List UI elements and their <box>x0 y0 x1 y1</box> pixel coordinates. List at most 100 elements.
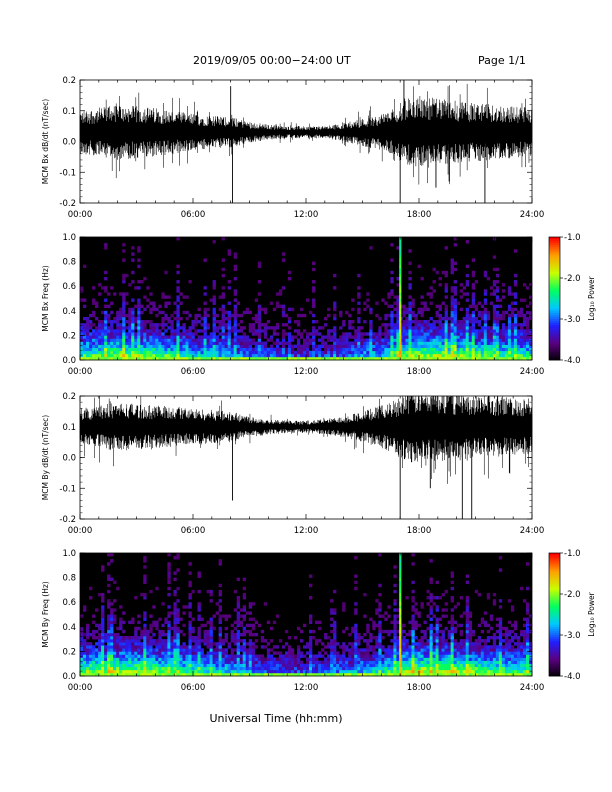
spectrogram-cell <box>390 270 394 275</box>
spectrogram-cell <box>408 316 412 321</box>
spectrogram-cell <box>95 636 99 640</box>
spectrogram-cell <box>432 596 436 600</box>
spectrogram-cell <box>396 329 400 333</box>
spectrogram-cell <box>176 335 180 339</box>
spectrogram-cell <box>432 614 436 618</box>
spectrogram-cell <box>384 666 388 671</box>
spectrogram-cell <box>191 617 195 621</box>
spectrogram-cell <box>450 642 454 646</box>
spectrogram-cell <box>164 353 168 358</box>
spectrogram-cell <box>366 353 370 358</box>
y-tick-label: 0.1 <box>62 107 76 117</box>
spectrogram-cell <box>360 332 364 336</box>
spectrogram-cell <box>405 320 409 324</box>
spectrogram-cell <box>465 264 470 269</box>
spectrogram-cell <box>462 356 466 361</box>
spectrogram-cell <box>299 347 304 352</box>
spectrogram-cell <box>333 626 337 631</box>
spectrogram-cell <box>152 654 156 658</box>
spectrogram-cell <box>375 332 379 336</box>
spectrogram-cell <box>453 326 457 330</box>
spectrogram-cell <box>212 642 216 646</box>
spectrogram-cell <box>122 329 126 333</box>
spectrogram-cell <box>170 654 174 658</box>
spectrogram-cell <box>312 313 316 318</box>
spectrogram-cell <box>438 636 442 640</box>
spectrogram-cell <box>504 356 509 361</box>
spectrogram-cell <box>101 654 105 658</box>
spectrogram-cell <box>239 620 244 625</box>
spectrogram-cell <box>251 316 256 321</box>
broadband-event-cell <box>399 286 402 290</box>
spectrogram-cell <box>501 672 506 677</box>
spectrogram-cell <box>459 596 463 600</box>
spectrogram-cell <box>275 660 280 665</box>
spectrogram-cell <box>312 356 316 361</box>
spectrogram-cell <box>411 666 415 671</box>
spectrogram-cell <box>245 611 250 615</box>
spectrogram-cell <box>396 669 400 674</box>
spectrogram-cell <box>360 672 364 677</box>
spectrogram-cell <box>158 632 162 637</box>
spectrogram-cell <box>429 636 433 640</box>
broadband-event-cell <box>399 310 402 315</box>
spectrogram-cell <box>378 353 382 358</box>
spectrogram-cell <box>113 660 117 665</box>
spectrogram-cell <box>318 350 322 355</box>
colorbar-tick-label: -3.0 <box>564 315 581 325</box>
spectrogram-cell <box>122 654 126 658</box>
spectrogram-cell <box>122 298 126 302</box>
spectrogram-cell <box>131 344 135 349</box>
spectrogram-cell <box>146 660 150 665</box>
spectrogram-cell <box>432 280 436 284</box>
spectrogram-cell <box>110 654 114 658</box>
spectrogram-cell <box>116 332 120 336</box>
spectrogram-cell <box>513 301 518 305</box>
spectrogram-cell <box>212 654 216 658</box>
spectrogram-cell <box>227 320 231 324</box>
spectrogram-cell <box>83 651 87 655</box>
spectrogram-cell <box>492 353 497 358</box>
spectrogram-cell <box>278 341 283 345</box>
spectrogram-cell <box>272 651 277 655</box>
spectrogram-cell <box>269 356 274 361</box>
spectrogram-cell <box>495 344 500 349</box>
spectrogram-cell <box>429 292 433 296</box>
spectrogram-cell <box>119 660 123 665</box>
spectrogram-cell <box>182 356 186 361</box>
spectrogram-cell <box>260 347 265 352</box>
spectrogram-cell <box>441 636 445 640</box>
spectrogram-cell <box>89 660 93 665</box>
spectrogram-cell <box>158 353 162 358</box>
spectrogram-cell <box>173 657 177 661</box>
spectrogram-cell <box>161 350 165 355</box>
spectrogram-cell <box>519 356 524 361</box>
spectrogram-cell <box>486 596 491 600</box>
spectrogram-cell <box>378 583 382 588</box>
spectrogram-cell <box>209 657 213 661</box>
spectrogram-cell <box>525 356 530 361</box>
spectrogram-cell <box>221 657 225 661</box>
spectrogram-cell <box>230 632 234 637</box>
spectrogram-cell <box>420 669 424 674</box>
spectrogram-cell <box>188 280 192 284</box>
spectrogram-cell <box>321 353 325 358</box>
spectrogram-cell <box>411 617 415 621</box>
spectrogram-cell <box>465 602 470 606</box>
spectrogram-cell <box>489 338 494 342</box>
spectrogram-cell <box>242 614 247 618</box>
spectrogram-cell <box>110 663 114 668</box>
spectrogram-cell <box>525 286 530 290</box>
spectrogram-cell <box>101 623 105 628</box>
spectrogram-cell <box>501 353 506 358</box>
spectrogram-cell <box>471 344 476 349</box>
spectrogram-cell <box>321 642 325 646</box>
spectrogram-cell <box>104 320 108 324</box>
spectrogram-cell <box>450 304 454 309</box>
spectrogram-cell <box>408 283 412 287</box>
spectrogram-cell <box>465 645 470 649</box>
spectrogram-cell <box>98 332 102 336</box>
spectrogram-cell <box>378 592 382 597</box>
spectrogram-cell <box>354 632 358 637</box>
spectrogram-cell <box>149 654 153 658</box>
